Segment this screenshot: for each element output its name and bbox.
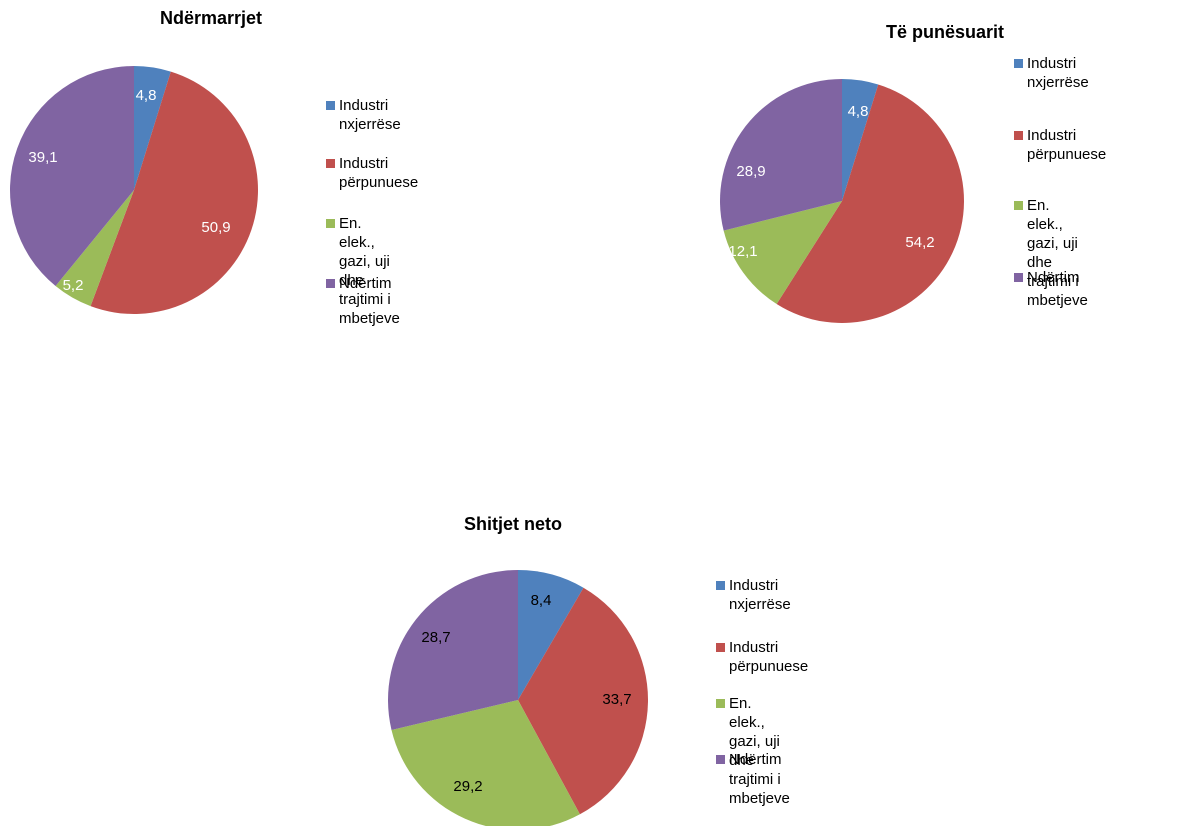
legend-swatch	[716, 581, 725, 590]
slice-label-ndertim: 28,9	[736, 163, 765, 180]
pie-slice-en-elek-gazi-uji-dhe-trajtimi-i-mbetjeve	[55, 190, 135, 307]
legend-label: Ndërtim	[1027, 269, 1080, 286]
legend-item-ndertim: Ndërtim	[326, 274, 392, 293]
legend-item-industri-perpunuese: Industri përpunuese	[326, 154, 418, 192]
legend-label: Industri nxjerrëse	[729, 577, 791, 613]
legend-swatch	[326, 279, 335, 288]
legend-item-ndertim: Ndërtim	[716, 750, 782, 769]
legend-label: En. elek., gazi, uji dhe trajtimi i mbetj…	[339, 215, 400, 327]
pie-slice-ndertim	[719, 79, 842, 231]
pie-slice-industri-nxjerrese	[518, 570, 584, 700]
pie-slice-industri-perpunuese	[518, 587, 648, 815]
legend-swatch	[1014, 131, 1023, 140]
legend-label: Industri përpunuese	[729, 639, 809, 675]
legend-swatch	[1014, 273, 1023, 282]
legend-item-industri-nxjerrese: Industri nxjerrëse	[716, 576, 791, 614]
pie-slice-en-elek-gazi-uji-dhe-trajtimi-i-mbetjeve	[723, 201, 842, 305]
slice-label-industri-nxjerrese: 4,8	[136, 87, 157, 104]
legend-label: Industri nxjerrëse	[1027, 55, 1089, 91]
legend-label: Industri përpunuese	[1027, 127, 1107, 163]
legend-swatch	[1014, 201, 1023, 210]
pie-slice-industri-nxjerrese	[134, 66, 171, 190]
slice-label-industri-perpunuese: 54,2	[905, 234, 934, 251]
pie-slice-industri-nxjerrese	[842, 79, 879, 201]
slice-label-en-elek-gazi-uji-dhe-trajtimi-i-mbetjeve: 5,2	[63, 277, 84, 294]
pie-slice-ndertim	[388, 570, 518, 730]
legend-item-en-elek-gazi-uji-dhe-trajtimi-i-mbetjeve: En. elek., gazi, uji dhe trajtimi i mbetj…	[716, 694, 790, 808]
chart-title: Shitjet neto	[464, 514, 562, 534]
legend-label: Ndërtim	[339, 275, 392, 292]
legend-swatch	[326, 101, 335, 110]
legend-label: Industri përpunuese	[339, 155, 419, 191]
pie-slice-ndertim	[9, 66, 135, 287]
legend-swatch	[716, 643, 725, 652]
chart-title: Të punësuarit	[886, 22, 1005, 42]
slice-label-industri-perpunuese: 50,9	[201, 219, 230, 236]
pie-slice-industri-perpunuese	[776, 84, 965, 324]
legend-item-ndertim: Ndërtim	[1014, 268, 1080, 287]
legend-item-en-elek-gazi-uji-dhe-trajtimi-i-mbetjeve: En. elek., gazi, uji dhe trajtimi i mbetj…	[326, 214, 400, 328]
legend-swatch	[326, 159, 335, 168]
pie-slice-industri-perpunuese	[90, 71, 259, 315]
legend-swatch	[1014, 59, 1023, 68]
legend-item-en-elek-gazi-uji-dhe-trajtimi-i-mbetjeve: En. elek., gazi, uji dhe trajtimi i mbetje…	[1014, 196, 1088, 310]
legend-label: Ndërtim	[729, 751, 782, 768]
slice-label-en-elek-gazi-uji-dhe-trajtimi-i-mbetjeve: 12,1	[728, 243, 757, 260]
legend-item-industri-perpunuese: Industri përpunuese	[716, 638, 808, 676]
slice-label-industri-nxjerrese: 8,4	[531, 592, 552, 609]
legend-swatch	[716, 699, 725, 708]
legend-item-industri-nxjerrese: Industri nxjerrëse	[326, 96, 401, 134]
legend-swatch	[326, 219, 335, 228]
slice-label-industri-nxjerrese: 4,8	[848, 103, 869, 120]
slice-label-en-elek-gazi-uji-dhe-trajtimi-i-mbetjeve: 29,2	[453, 778, 482, 795]
chart-title: Ndërmarrjet	[160, 8, 263, 28]
slice-label-industri-perpunuese: 33,7	[602, 691, 631, 708]
pie-slice-en-elek-gazi-uji-dhe-trajtimi-i-mbetjeve	[391, 700, 580, 826]
slice-label-ndertim: 39,1	[28, 149, 57, 166]
legend-item-industri-nxjerrese: Industri nxjerrëse	[1014, 54, 1089, 92]
legend-label: En. elek., gazi, uji dhe trajtimi i mbetj…	[729, 695, 790, 807]
slice-label-ndertim: 28,7	[421, 629, 450, 646]
legend-swatch	[716, 755, 725, 764]
legend-label: En. elek., gazi, uji dhe trajtimi i mbetje…	[1027, 197, 1088, 309]
legend-label: Industri nxjerrëse	[339, 97, 401, 133]
legend-item-industri-perpunuese: Industri përpunuese	[1014, 126, 1106, 164]
